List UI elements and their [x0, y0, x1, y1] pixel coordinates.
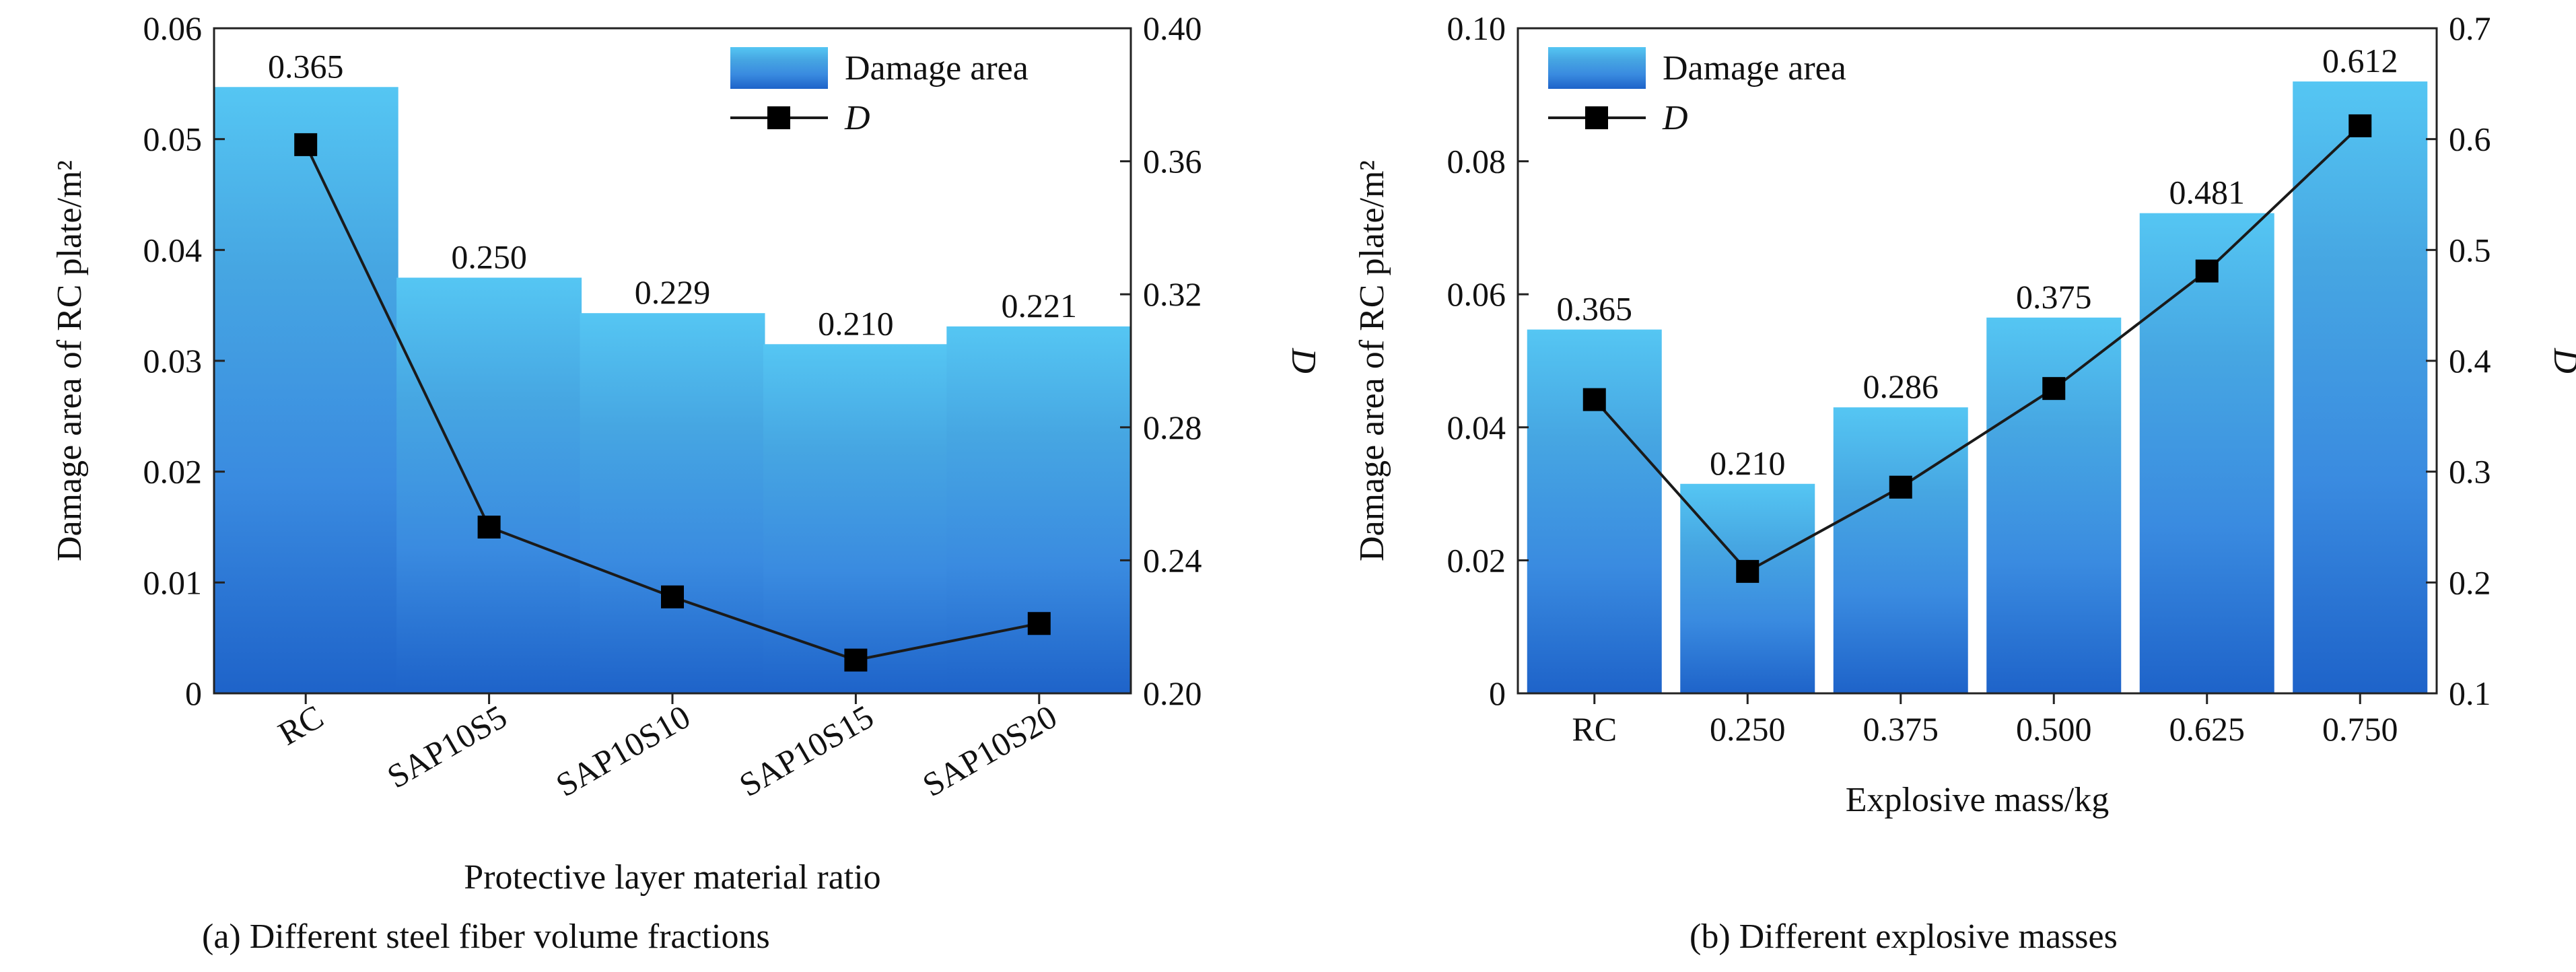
bar-SAP10S10	[580, 313, 765, 693]
d-marker-RC	[294, 133, 318, 156]
left-tick-label: 0.01	[143, 563, 203, 601]
legend-label-damage: Damage area	[845, 49, 1029, 88]
data-label: 0.286	[1863, 368, 1939, 405]
data-label: 0.375	[2016, 278, 2092, 316]
left-tick-label: 0.03	[143, 342, 203, 380]
y2-axis-title: D	[1284, 347, 1323, 374]
right-tick-label: 0.32	[1143, 275, 1202, 313]
right-tick-label: 0.7	[2449, 9, 2491, 47]
right-tick-label: 0.28	[1143, 409, 1202, 446]
d-series-line	[1593, 125, 2361, 574]
data-label: 0.365	[268, 47, 344, 85]
bar-RC	[213, 87, 398, 694]
x-tick-label: SAP10S20	[916, 697, 1063, 804]
d-marker-SAP10S5	[477, 516, 501, 539]
data-label: 0.221	[1002, 287, 1078, 324]
data-label: 0.365	[1557, 290, 1633, 328]
legend-marker-swatch	[767, 106, 790, 129]
bar-0.375	[1833, 407, 1968, 693]
x-tick-label: 0.250	[1710, 710, 1786, 748]
right-tick-label: 0.6	[2449, 120, 2491, 158]
chart-b: 0 0.02 0.04 0.06 0.08 0.10 0.1 0.2 0.3 0.4 0.5 0.6 0…	[1353, 9, 2576, 819]
d-marker-SAP10S10	[661, 585, 684, 609]
legend-bar-swatch	[1548, 47, 1646, 89]
d-marker-SAP10S15	[844, 648, 868, 672]
x-axis-title: Protective layer material ratio	[464, 858, 880, 897]
left-tick-label: 0.08	[1447, 143, 1506, 180]
bar-0.625	[2139, 213, 2274, 693]
caption-b: (b) Different explosive masses	[1690, 917, 2118, 956]
left-tick-label: 0.04	[1447, 409, 1506, 446]
x-tick-label: RC	[272, 697, 330, 753]
bar-0.250	[1680, 483, 1815, 693]
right-tick-label: 0.3	[2449, 453, 2491, 491]
bar-0.500	[1986, 317, 2122, 693]
x-tick-label: SAP10S5	[381, 697, 513, 796]
legend-label-d: D	[1662, 99, 1688, 137]
left-tick-label: 0.10	[1447, 9, 1506, 47]
x-tick-label: RC	[1572, 710, 1617, 748]
x-tick-label: 0.750	[2322, 710, 2398, 748]
x-tick-label: SAP10S15	[733, 697, 880, 804]
right-tick-label: 0.4	[2449, 342, 2491, 380]
data-label: 0.250	[451, 238, 527, 276]
right-tick-label: 0.1	[2449, 674, 2491, 712]
d-marker-0.750	[2348, 114, 2372, 137]
legend-label-damage: Damage area	[1663, 49, 1846, 88]
left-tick-label: 0.05	[143, 120, 203, 158]
left-tick-label: 0.04	[143, 231, 203, 269]
data-label: 0.210	[818, 304, 894, 342]
caption-a: (a) Different steel fiber volume fractio…	[202, 917, 770, 956]
legend-label-d: D	[844, 99, 870, 137]
bar-RC	[1527, 329, 1662, 694]
d-marker-0.500	[2042, 377, 2066, 401]
d-marker-0.375	[1889, 475, 1912, 499]
right-tick-label: 0.36	[1143, 143, 1202, 180]
x-tick-label: 0.625	[2169, 710, 2246, 748]
d-marker-SAP10S20	[1027, 612, 1051, 635]
left-tick-label: 0.02	[143, 453, 203, 491]
x-tick-label: SAP10S10	[549, 697, 696, 804]
legend-bar-swatch	[730, 47, 828, 89]
y-axis-title: Damage area of RC plate/m²	[1353, 160, 1391, 561]
left-tick-label: 0.06	[143, 9, 203, 47]
y-axis-title: Damage area of RC plate/m²	[50, 160, 89, 561]
bar-SAP10S5	[396, 277, 582, 693]
left-tick-label: 0.06	[1447, 275, 1506, 313]
d-marker-0.625	[2195, 259, 2219, 283]
right-tick-label: 0.24	[1143, 541, 1202, 579]
data-label: 0.210	[1710, 444, 1786, 482]
right-tick-label: 0.40	[1143, 9, 1202, 47]
right-tick-label: 0.2	[2449, 563, 2491, 601]
data-label: 0.229	[635, 273, 711, 311]
data-label: 0.481	[2169, 174, 2246, 211]
bar-SAP10S15	[763, 344, 948, 693]
d-marker-RC	[1582, 388, 1606, 411]
data-label: 0.612	[2322, 42, 2398, 79]
x-axis-title: Explosive mass/kg	[1846, 781, 2109, 819]
x-tick-label: 0.375	[1863, 710, 1939, 748]
d-marker-0.250	[1736, 559, 1760, 583]
left-tick-label: 0.02	[1447, 541, 1506, 579]
left-tick-label: 0	[185, 674, 202, 712]
chart-a: 0 0.01 0.02 0.03 0.04 0.05 0.06 0.20 0.24 0.28 0.3…	[50, 9, 1323, 897]
bar-0.750	[2293, 81, 2428, 694]
bar-SAP10S20	[946, 326, 1132, 693]
legend-marker-swatch	[1585, 106, 1608, 129]
left-tick-label: 0	[1489, 674, 1506, 712]
right-tick-label: 0.20	[1143, 674, 1202, 712]
right-tick-label: 0.5	[2449, 231, 2491, 269]
y2-axis-title: D	[2546, 347, 2576, 374]
x-tick-label: 0.500	[2016, 710, 2092, 748]
